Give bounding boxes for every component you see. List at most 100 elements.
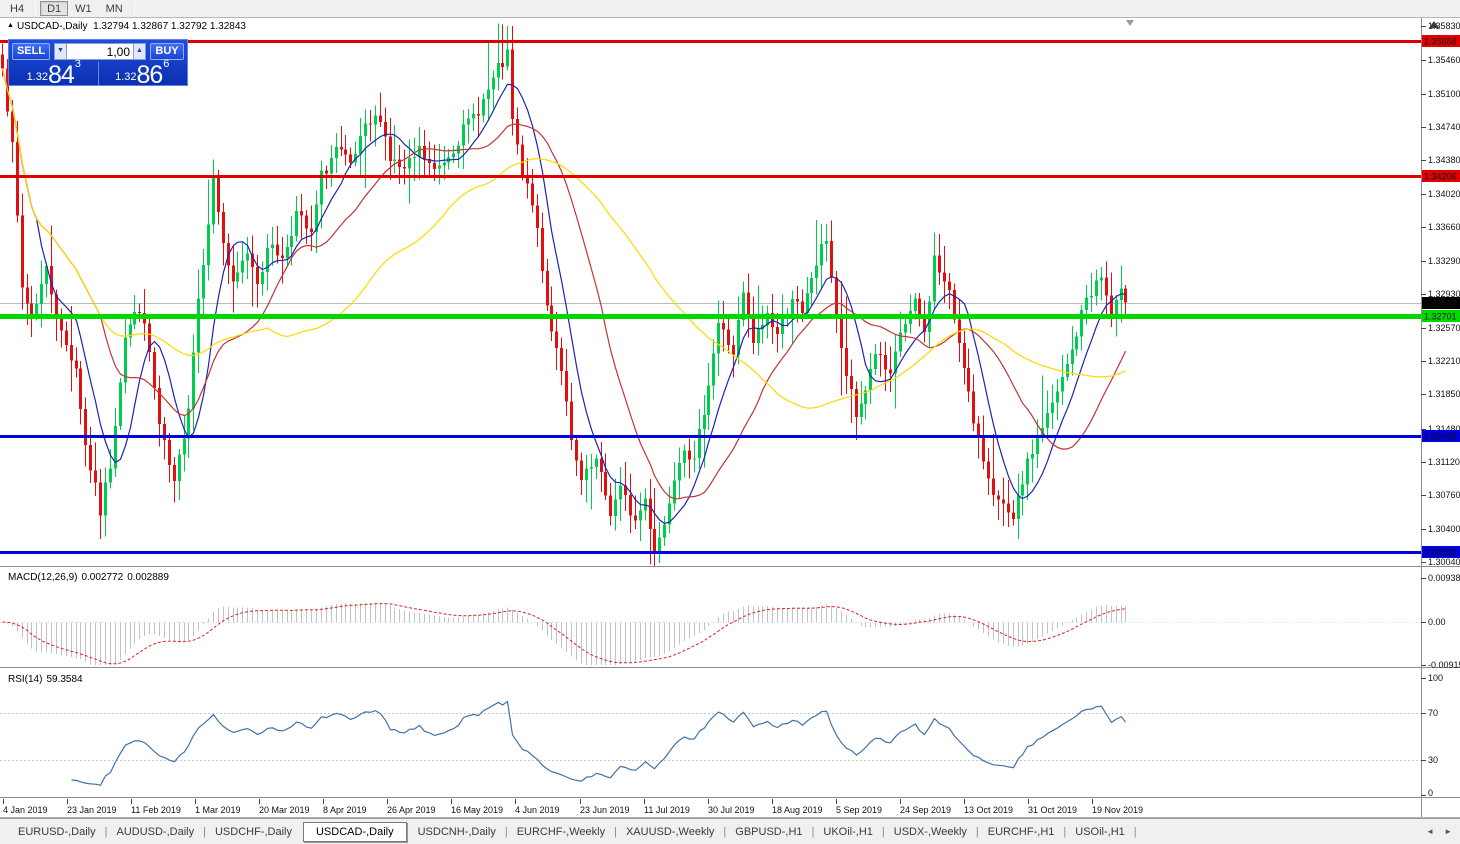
svg-text:13 Oct 2019: 13 Oct 2019 [964,805,1013,815]
collapse-indicator-icon[interactable]: ▲ [7,22,14,29]
svg-text:16 May 2019: 16 May 2019 [451,805,503,815]
svg-text:1.32210: 1.32210 [1428,356,1460,366]
svg-text:-0.00915: -0.00915 [1428,660,1460,670]
volume-stepper: ▼ 1,00 ▲ [54,42,146,60]
svg-text:0: 0 [1428,788,1433,798]
timeframe-button-h4[interactable]: H4 [10,3,25,15]
tab-xauusd-weekly[interactable]: XAUUSD-,Weekly [625,825,715,838]
tab-gbpusd-h1[interactable]: GBPUSD-,H1 [735,825,803,838]
ma-slow-line [1,68,1126,409]
tab-usdchf-daily[interactable]: USDCHF-,Daily [214,825,292,838]
svg-text:1.30040: 1.30040 [1428,557,1460,567]
tab-scroll-right-icon[interactable]: ► [1444,827,1452,836]
sell-price-sup: 3 [74,58,81,70]
tab-eurchf-h1[interactable]: EURCHF-,H1 [987,825,1055,838]
macd-indicator-label: MACD(12,26,9) 0.002772 0.002889 [8,572,169,583]
volume-increase-button[interactable]: ▲ [133,42,146,60]
tab-scroll-left-icon[interactable]: ◄ [1426,827,1435,836]
buy-button[interactable]: BUY [150,42,184,60]
tab-separator: | [614,825,617,838]
tab-ukoil-h1[interactable]: UKOil-,H1 [823,825,873,838]
svg-text:30: 30 [1428,755,1438,765]
sell-price-prefix: 1.32 [26,71,48,83]
svg-text:1.35668: 1.35668 [1424,37,1457,47]
svg-text:5 Sep 2019: 5 Sep 2019 [836,805,882,815]
buy-price[interactable]: 1.32 86 6 [101,58,185,89]
tab-separator: | [504,825,508,838]
volume-decrease-button[interactable]: ▼ [54,42,67,60]
scroll-to-end-icon[interactable] [1429,21,1439,28]
svg-text:31 Oct 2019: 31 Oct 2019 [1028,805,1077,815]
svg-text:1.33660: 1.33660 [1428,222,1460,232]
symbol-title: USDCAD-,Daily [16,21,88,32]
svg-text:4 Jun 2019: 4 Jun 2019 [515,805,560,815]
rsi-indicator-label: RSI(14) 59.3584 [8,674,83,685]
svg-text:24 Sep 2019: 24 Sep 2019 [900,805,951,815]
indicator-axes: 0.009383 0.00 -0.00915 100 70 30 0 [1421,573,1460,798]
svg-text:1.32701: 1.32701 [1424,312,1457,322]
tab-separator: | [975,825,979,838]
price-axis: 1.35830 1.35460 1.35100 1.34740 1.34380 1.340… [1421,21,1460,567]
chart-shift-marker-icon[interactable] [1126,20,1134,26]
timeframe-button-mn[interactable]: MN [105,3,123,15]
svg-text:0.009383: 0.009383 [1428,573,1460,583]
svg-text:1.32843: 1.32843 [1424,299,1457,309]
tab-separator: | [811,825,815,838]
svg-text:1.31480: 1.31480 [1428,424,1460,434]
svg-text:1.32570: 1.32570 [1428,323,1460,333]
timeframe-button-d1[interactable]: D1 [40,1,69,16]
one-click-trading-panel: SELL ▼ 1,00 ▲ BUY 1.32 84 3 1.32 86 6 [8,39,188,89]
svg-text:1.35460: 1.35460 [1428,55,1460,65]
tab-scroll-nav: ◄ ► [1426,827,1452,836]
symbol-info: ▲ USDCAD-,Daily 1.32794 1.32867 1.32792 1… [7,21,246,32]
tab-separator: | [1063,825,1067,838]
current-price-line-label [1422,297,1460,309]
toolbar-separator [133,2,135,15]
sell-button[interactable]: SELL [12,42,50,60]
support-line-blue-lower-label [1422,546,1460,558]
tab-separator: | [203,825,206,838]
tab-eurusd-daily[interactable]: EURUSD-,Daily [18,825,96,838]
svg-text:1.34206: 1.34206 [1424,172,1457,182]
tab-separator: | [104,825,108,838]
timeframe-toolbar: H4 D1 W1 MN [0,0,1460,18]
volume-input[interactable]: 1,00 [67,42,133,60]
svg-text:20 Mar 2019: 20 Mar 2019 [259,805,310,815]
price-divider [97,62,99,85]
svg-text:26 Apr 2019: 26 Apr 2019 [387,805,436,815]
tab-usdcad-daily[interactable]: USDCAD-,Daily [302,821,407,842]
svg-text:1 Mar 2019: 1 Mar 2019 [195,805,241,815]
tab-separator: | [881,825,885,838]
svg-text:1.31120: 1.31120 [1428,457,1460,467]
timeframe-button-w1[interactable]: W1 [75,3,92,15]
panel-separators [0,18,1460,818]
svg-text:1.31400: 1.31400 [1424,432,1457,442]
svg-text:18 Aug 2019: 18 Aug 2019 [772,805,823,815]
resistance-line-upper-label [1422,35,1460,47]
tab-usoil-h1[interactable]: USOil-,H1 [1075,825,1125,838]
macd-signal-line [2,603,1126,665]
rsi-line [71,700,1126,786]
buy-price-prefix: 1.32 [115,71,137,83]
svg-text:23 Jun 2019: 23 Jun 2019 [580,805,630,815]
tab-usdx-weekly[interactable]: USDX-,Weekly [893,825,967,838]
svg-text:100: 100 [1428,673,1443,683]
svg-text:1.34020: 1.34020 [1428,189,1460,199]
svg-text:11 Jul 2019: 11 Jul 2019 [644,805,690,815]
tab-audusd-daily[interactable]: AUDUSD-,Daily [116,825,195,838]
sell-price[interactable]: 1.32 84 3 [12,58,96,89]
svg-text:1.31850: 1.31850 [1428,389,1460,399]
svg-text:8 Apr 2019: 8 Apr 2019 [323,805,367,815]
svg-text:1.33290: 1.33290 [1428,256,1460,266]
buy-price-big: 86 [136,61,163,89]
symbol-ohlc: 1.32794 1.32867 1.32792 1.32843 [93,21,246,32]
chart-tabs: EURUSD-,Daily | AUDUSD-,Daily | USDCHF-,Dail… [0,818,1460,844]
sell-price-big: 84 [47,61,75,89]
svg-text:1.34740: 1.34740 [1428,122,1460,132]
tab-usdcnh-daily[interactable]: USDCNH-,Daily [417,825,496,838]
svg-text:70: 70 [1428,708,1438,718]
tab-eurchf-weekly[interactable]: EURCHF-,Weekly [516,825,606,838]
svg-text:0.00: 0.00 [1428,617,1446,627]
chart-plot-area[interactable] [0,19,1421,566]
